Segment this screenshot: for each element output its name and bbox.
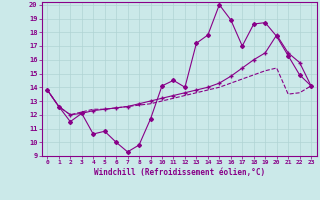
X-axis label: Windchill (Refroidissement éolien,°C): Windchill (Refroidissement éolien,°C) [94, 168, 265, 177]
